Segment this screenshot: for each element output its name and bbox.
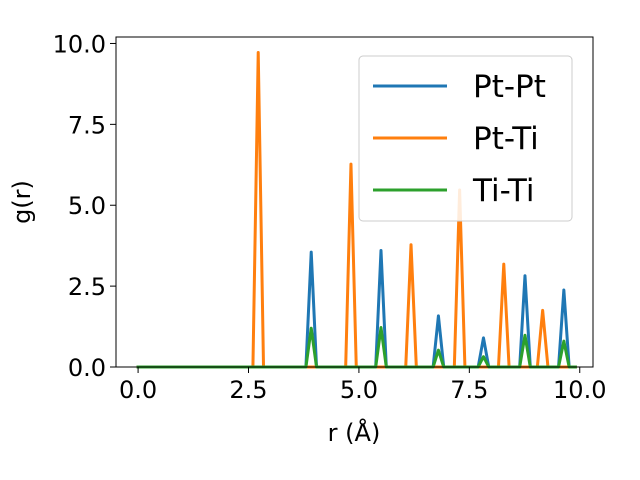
y-tick-label: 10.0 — [53, 30, 106, 58]
x-tick-label: 2.5 — [229, 376, 267, 404]
legend-label: Pt-Ti — [473, 121, 539, 157]
plot-frame — [115, 36, 594, 368]
legend-label: Pt-Pt — [473, 69, 546, 105]
x-axis-label: r (Å) — [328, 418, 381, 447]
y-axis: 0.0 2.5 5.0 7.5 10.0 — [53, 30, 116, 382]
x-tick-label: 5.0 — [340, 376, 378, 404]
y-tick-label: 2.5 — [68, 273, 106, 301]
x-tick-label: 7.5 — [450, 376, 488, 404]
y-axis-label: g(r) — [8, 180, 36, 224]
legend-box — [358, 55, 573, 222]
y-tick-label: 7.5 — [68, 111, 106, 139]
x-tick-label: 0.0 — [119, 376, 157, 404]
legend: Pt-Pt Pt-Ti Ti-Ti — [358, 55, 573, 222]
x-tick-label: 10.0 — [553, 376, 606, 404]
legend-label: Ti-Ti — [472, 173, 535, 209]
y-tick-label: 0.0 — [68, 354, 106, 382]
x-axis: 0.0 2.5 5.0 7.5 10.0 — [119, 367, 606, 404]
y-tick-label: 5.0 — [68, 192, 106, 220]
